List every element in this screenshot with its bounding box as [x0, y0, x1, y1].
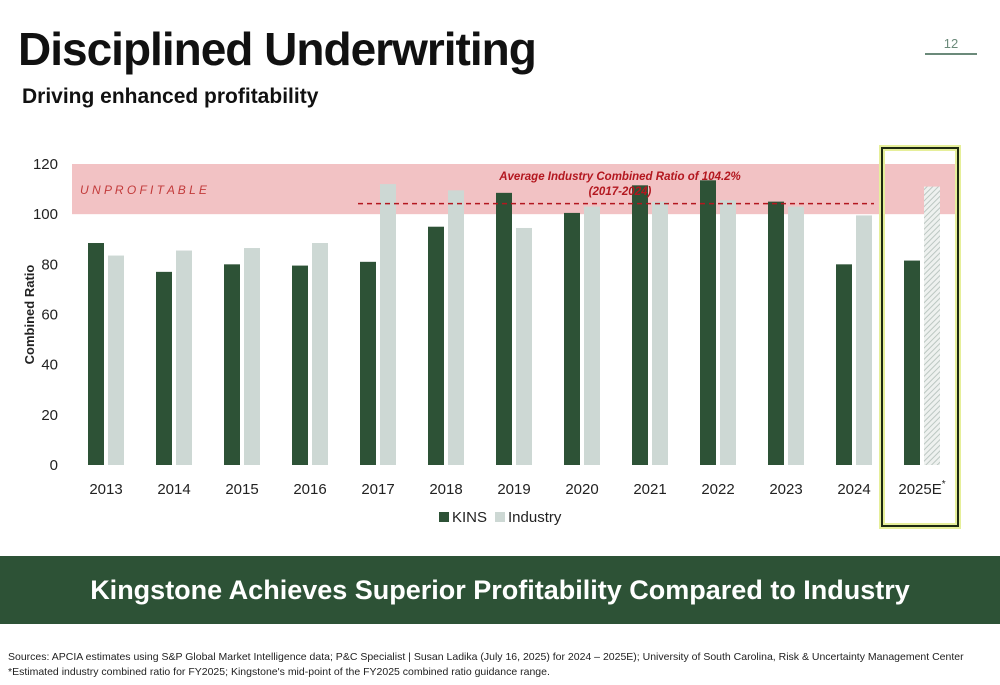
- sources-note: Sources: APCIA estimates using S&P Globa…: [8, 651, 964, 663]
- unprofitable-label: U N P R O F I T A B L E: [80, 183, 208, 197]
- bar-industry: [448, 190, 464, 465]
- bar-industry: [108, 255, 124, 465]
- x-tick-label: 2024: [837, 481, 870, 498]
- y-tick-label: 60: [41, 307, 58, 324]
- x-tick-label: 2020: [565, 481, 598, 498]
- bar-kins: [564, 212, 580, 465]
- bar-kins: [836, 264, 852, 465]
- y-tick-label: 20: [41, 407, 58, 424]
- banner-text: Kingstone Achieves Superior Profitabilit…: [90, 574, 910, 605]
- y-tick-label: 40: [41, 357, 58, 374]
- x-tick-label: 2023: [769, 481, 802, 498]
- page-number: 12: [943, 36, 959, 51]
- legend-label-kins: KINS: [452, 509, 487, 526]
- x-tick-label: 2013: [89, 481, 122, 498]
- bar-industry: [312, 243, 328, 465]
- bar-industry: [856, 215, 872, 465]
- x-tick-label: 2021: [633, 481, 666, 498]
- bar-kins: [360, 261, 376, 465]
- x-tick-superscript: *: [942, 479, 946, 490]
- unprofitable-band: [72, 164, 960, 215]
- bar-kins: [224, 264, 240, 465]
- bar-industry-estimate: [924, 186, 940, 465]
- combined-ratio-chart: U N P R O F I T A B L E 0 20 40 60 80 100 120 C…: [22, 145, 961, 529]
- bar-industry: [516, 227, 532, 465]
- y-tick-label: 80: [41, 256, 58, 273]
- x-tick-label: 2015: [225, 481, 258, 498]
- bar-kins: [428, 226, 444, 465]
- x-tick-label: 2017: [361, 481, 394, 498]
- bar-industry: [380, 184, 396, 466]
- bar-industry: [584, 206, 600, 465]
- page-number-rule: [925, 53, 977, 55]
- x-tick-label: 2018: [429, 481, 462, 498]
- x-tick-label: 2025E*: [898, 479, 945, 498]
- y-tick-label: 120: [33, 156, 58, 173]
- slide-title: Disciplined Underwriting: [18, 23, 537, 75]
- bar-kins: [768, 201, 784, 465]
- bar-industry: [176, 250, 192, 465]
- footnotes: Sources: APCIA estimates using S&P Globa…: [8, 650, 998, 680]
- legend-swatch-industry: [495, 512, 505, 522]
- bar-kins: [632, 185, 648, 465]
- y-tick-label: 100: [33, 206, 58, 223]
- bar-industry: [244, 248, 260, 465]
- bar-kins: [156, 271, 172, 465]
- bar-industry: [652, 201, 668, 465]
- average-line-label: Average Industry Combined Ratio of 104.2…: [498, 171, 741, 183]
- y-tick-label: 0: [50, 457, 58, 474]
- x-tick-label: 2019: [497, 481, 530, 498]
- legend-swatch-kins: [439, 512, 449, 522]
- slide-subtitle: Driving enhanced profitability: [22, 85, 319, 108]
- estimate-highlight-box: [881, 147, 959, 527]
- bar-kins: [904, 260, 920, 465]
- bar-industry: [788, 206, 804, 465]
- average-line-period: (2017-2024): [589, 186, 652, 198]
- bar-industry: [720, 200, 736, 465]
- x-tick-label: 2022: [701, 481, 734, 498]
- bar-kins: [88, 243, 104, 465]
- bar-kins: [292, 265, 308, 465]
- x-tick-label: 2014: [157, 481, 190, 498]
- bar-kins: [496, 192, 512, 465]
- conclusion-banner: Kingstone Achieves Superior Profitabilit…: [0, 556, 1000, 624]
- bar-kins: [700, 180, 716, 465]
- y-axis-label: Combined Ratio: [22, 265, 37, 365]
- estimate-note: *Estimated industry combined ratio for F…: [8, 666, 550, 678]
- legend-label-industry: Industry: [508, 509, 562, 526]
- x-tick-label: 2016: [293, 481, 326, 498]
